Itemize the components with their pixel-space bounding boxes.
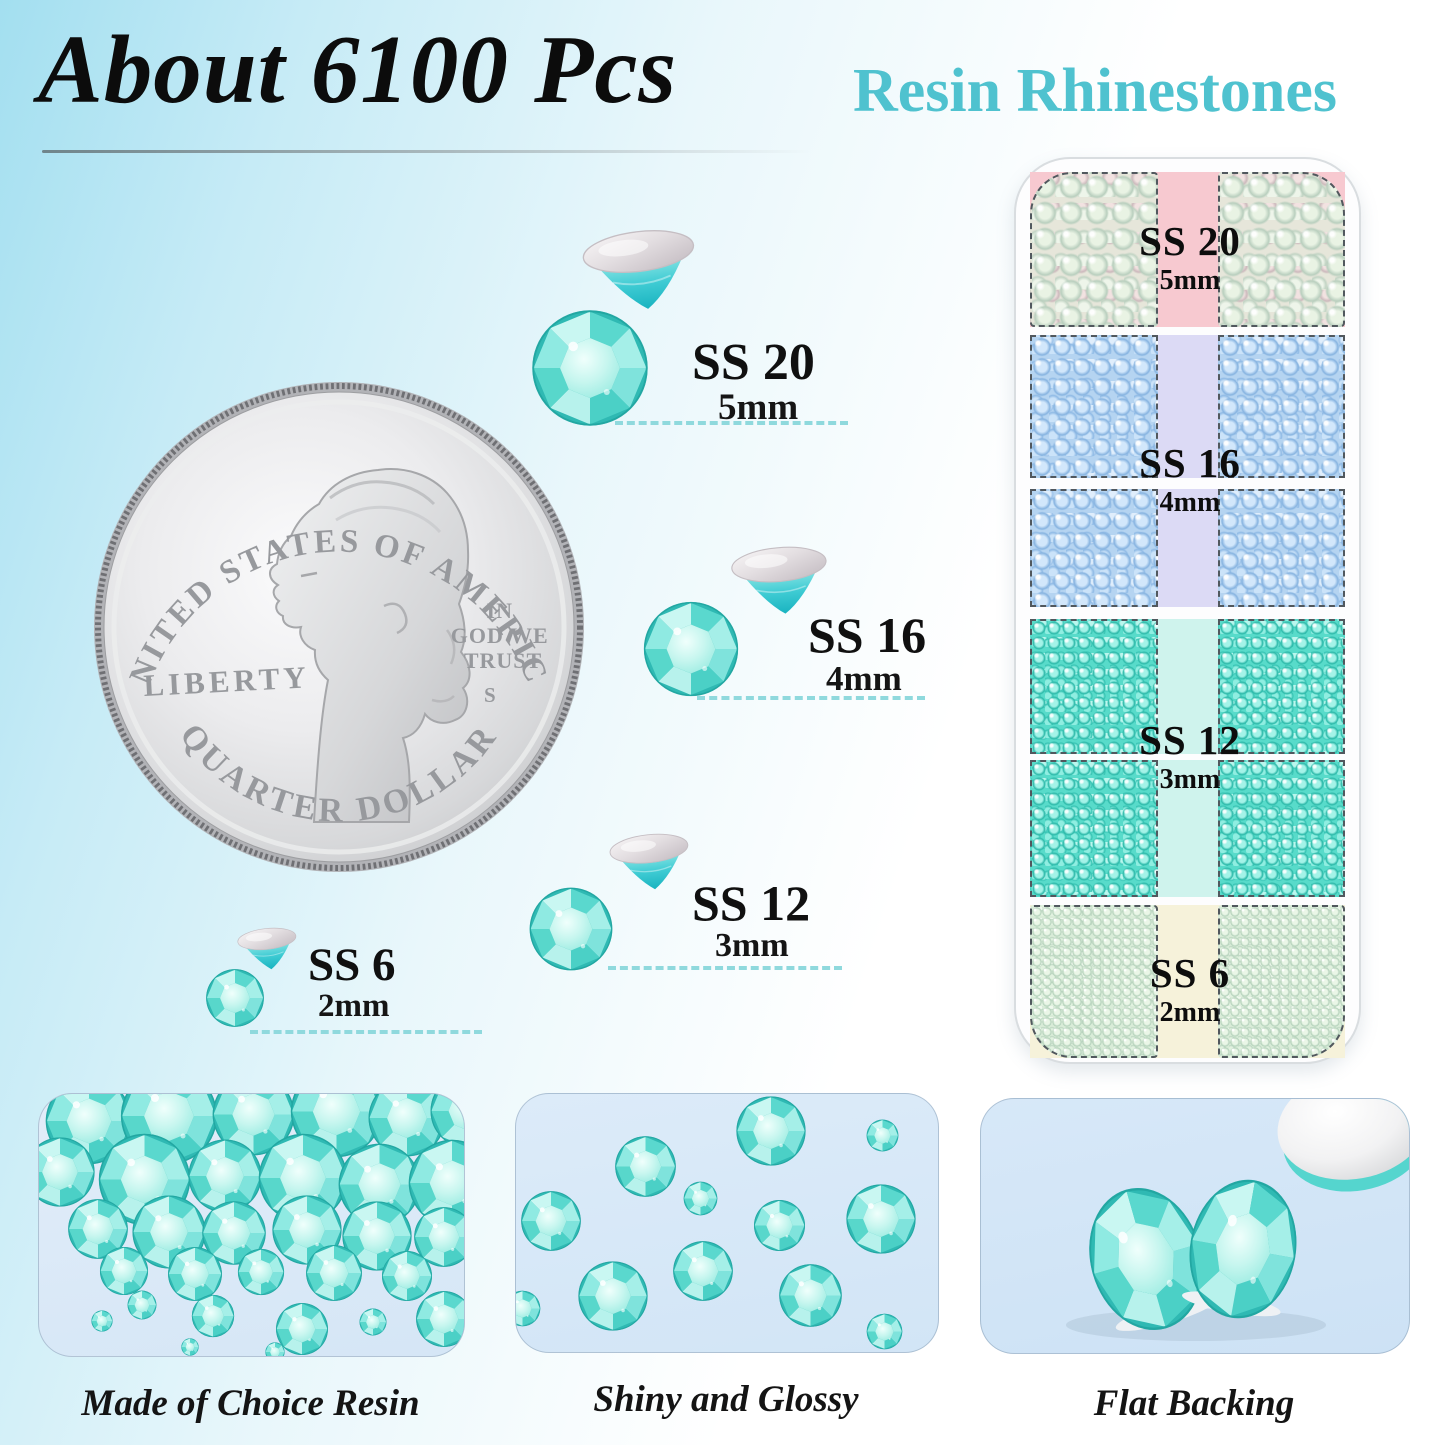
case-compartment — [1030, 172, 1158, 327]
photo-flat-backing — [980, 1098, 1410, 1354]
size-mm: 4mm — [826, 659, 902, 698]
rhinestone-scatter — [516, 1095, 917, 1350]
flipped-rhinestone-flat-back — [1277, 1099, 1409, 1192]
feature-caption: Made of Choice Resin — [81, 1383, 420, 1424]
case-size-label-ss20: SS 20 5mm — [1139, 218, 1241, 296]
coin-mint-mark: S — [484, 683, 496, 707]
feature-caption: Flat Backing — [1093, 1383, 1295, 1424]
case-compartment — [1218, 335, 1345, 478]
case-row-ss16-a — [1030, 335, 1345, 478]
case-size-label-ss12: SS 12 3mm — [1139, 717, 1241, 795]
quarter-coin-image: UNITED STATES OF AMERICA QUARTER DOLLAR … — [92, 380, 584, 872]
coin-reeded-edge — [95, 383, 583, 871]
case-compartment — [1218, 489, 1345, 607]
tilted-rhinestone — [1177, 1170, 1309, 1328]
washington-portrait — [269, 468, 471, 823]
case-compartment — [1218, 619, 1345, 754]
size-annotation-ss12: SS 12 3mm — [525, 828, 855, 978]
case-row-ss20 — [1030, 172, 1345, 327]
size-label: SS 6 — [308, 939, 396, 991]
case-compartment — [1030, 335, 1158, 478]
case-row-ss12-a — [1030, 619, 1345, 754]
case-size-label-ss16: SS 16 4mm — [1139, 440, 1241, 518]
rhinestone-pile — [39, 1094, 464, 1356]
feature-caption: Shiny and Glossy — [593, 1379, 859, 1420]
dashed-underline — [615, 421, 848, 425]
photo-made-of-resin — [38, 1093, 465, 1357]
size-mm: 5mm — [718, 387, 799, 428]
rhinestone-case: SS 20 5mm SS 16 4mm SS 12 3mm SS 6 2mm — [1014, 157, 1361, 1064]
case-row-ss16-b — [1030, 489, 1345, 607]
size-label: SS 12 — [692, 875, 811, 931]
size-mm: 3mm — [715, 927, 789, 964]
rhinestone-back-icon — [601, 825, 700, 901]
size-annotation-ss20: SS 20 5mm — [520, 225, 865, 435]
case-compartment — [1218, 905, 1345, 1058]
size-annotation-ss16: SS 16 4mm — [640, 542, 940, 710]
dashed-underline — [250, 1030, 482, 1034]
dashed-underline — [608, 966, 842, 970]
case-compartment — [1030, 619, 1158, 754]
rhinestone-face-icon — [205, 968, 265, 1028]
coin-motto-line2: GOD WE — [451, 623, 549, 648]
photo-shiny-glossy — [515, 1093, 939, 1353]
rhinestone-face-icon — [530, 308, 650, 428]
case-size-label-ss6: SS 6 2mm — [1149, 950, 1231, 1028]
svg-text:IN GOD WE TRUST: IN GOD WE TRUST — [451, 598, 555, 673]
page-title: About 6100 Pcs — [38, 16, 678, 123]
tilted-rhinestone — [1071, 1173, 1221, 1345]
size-label: SS 16 — [808, 607, 927, 663]
page-subtitle: Resin Rhinestones — [853, 57, 1338, 125]
coin-motto-line3: TRUST — [464, 648, 542, 673]
rhinestone-face-icon — [642, 600, 740, 698]
size-label: SS 20 — [692, 334, 815, 391]
case-compartment — [1218, 760, 1345, 897]
case-compartment — [1030, 760, 1158, 897]
case-compartment — [1030, 905, 1158, 1058]
case-row-ss6 — [1030, 905, 1345, 1058]
case-compartment — [1030, 489, 1158, 607]
coin-liberty-text: LIBERTY — [143, 659, 311, 703]
size-annotation-ss6: SS 6 2mm — [200, 922, 490, 1047]
size-mm: 2mm — [318, 988, 390, 1024]
dashed-underline — [697, 696, 925, 700]
case-compartment — [1218, 172, 1345, 327]
rhinestone-face-icon — [528, 886, 614, 972]
title-divider — [42, 150, 812, 153]
coin-motto-line1: IN — [487, 598, 513, 623]
case-row-ss12-b — [1030, 760, 1345, 897]
